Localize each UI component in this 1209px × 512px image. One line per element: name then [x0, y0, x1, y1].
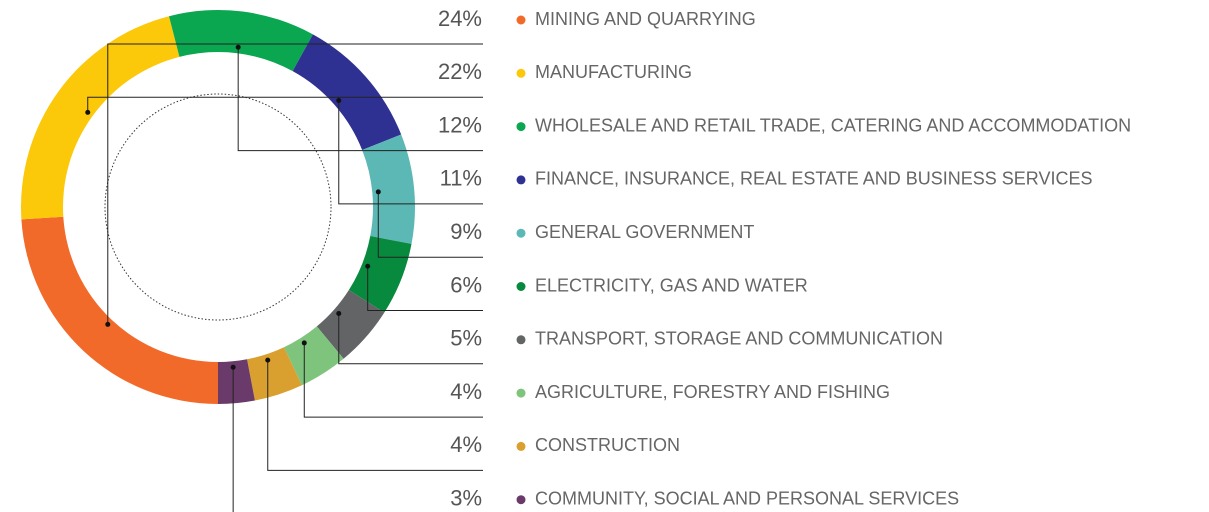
donut-slice [21, 216, 219, 404]
legend-label: AGRICULTURE, FORESTRY AND FISHING [535, 382, 890, 402]
donut-slice [218, 359, 255, 404]
value-label: 11% [440, 166, 482, 191]
legend-label: TRANSPORT, STORAGE AND COMMUNICATION [535, 329, 943, 349]
legend-marker [516, 68, 526, 78]
legend-label: MANUFACTURING [535, 62, 692, 82]
legend-label: MINING AND QUARRYING [535, 9, 756, 29]
leader-line [303, 342, 483, 418]
leader-dot [105, 321, 111, 327]
leader-dot [301, 340, 307, 346]
leader-dot [235, 44, 241, 50]
legend-label: ELECTRICITY, GAS AND WATER [535, 275, 808, 295]
leader-line [87, 96, 483, 113]
leader-line [338, 313, 483, 365]
value-label: 3% [450, 486, 482, 511]
value-label: 4% [450, 379, 482, 404]
leader-line [232, 367, 234, 512]
value-label: 6% [450, 272, 482, 297]
leader-line [377, 191, 483, 258]
value-label: 12% [438, 112, 482, 137]
donut-slice [247, 347, 302, 401]
leader-dot [336, 310, 342, 316]
leader-line [107, 43, 483, 325]
donut-slice [348, 236, 412, 313]
value-label: 9% [450, 219, 482, 244]
legend-marker [516, 388, 526, 398]
legend-marker [516, 15, 526, 25]
leader-line [237, 47, 483, 152]
legend-label: WHOLESALE AND RETAIL TRADE, CATERING AND… [535, 115, 1131, 135]
leader-dot [230, 364, 236, 370]
leader-dot [375, 189, 381, 195]
leader-line [367, 266, 483, 311]
leader-dot [365, 263, 371, 269]
leader-line [267, 360, 483, 471]
donut-slice [169, 10, 313, 72]
legend-marker [516, 441, 526, 451]
leader-dot [85, 109, 91, 115]
donut-slice [20, 16, 180, 220]
leader-line [338, 100, 483, 205]
legend-label: COMMUNITY, SOCIAL AND PERSONAL SERVICES [535, 488, 959, 508]
legend-label: FINANCE, INSURANCE, REAL ESTATE AND BUSI… [535, 169, 1092, 189]
value-label: 5% [450, 326, 482, 351]
donut-slice [362, 134, 415, 244]
value-label: 4% [450, 432, 482, 457]
inner-ring [104, 93, 332, 321]
legend-label: CONSTRUCTION [535, 435, 680, 455]
donut-slice [283, 326, 344, 386]
value-label: 22% [438, 59, 482, 84]
legend-marker [516, 228, 526, 238]
legend-label: GENERAL GOVERNMENT [535, 222, 754, 242]
value-label: 24% [438, 6, 482, 31]
legend-marker [516, 495, 526, 505]
legend-marker [516, 175, 526, 185]
legend-marker [516, 122, 526, 132]
leader-dot [265, 357, 271, 363]
legend-marker [516, 335, 526, 345]
legend-marker [516, 282, 526, 291]
leader-dot [336, 98, 342, 104]
donut-slice [292, 34, 402, 150]
